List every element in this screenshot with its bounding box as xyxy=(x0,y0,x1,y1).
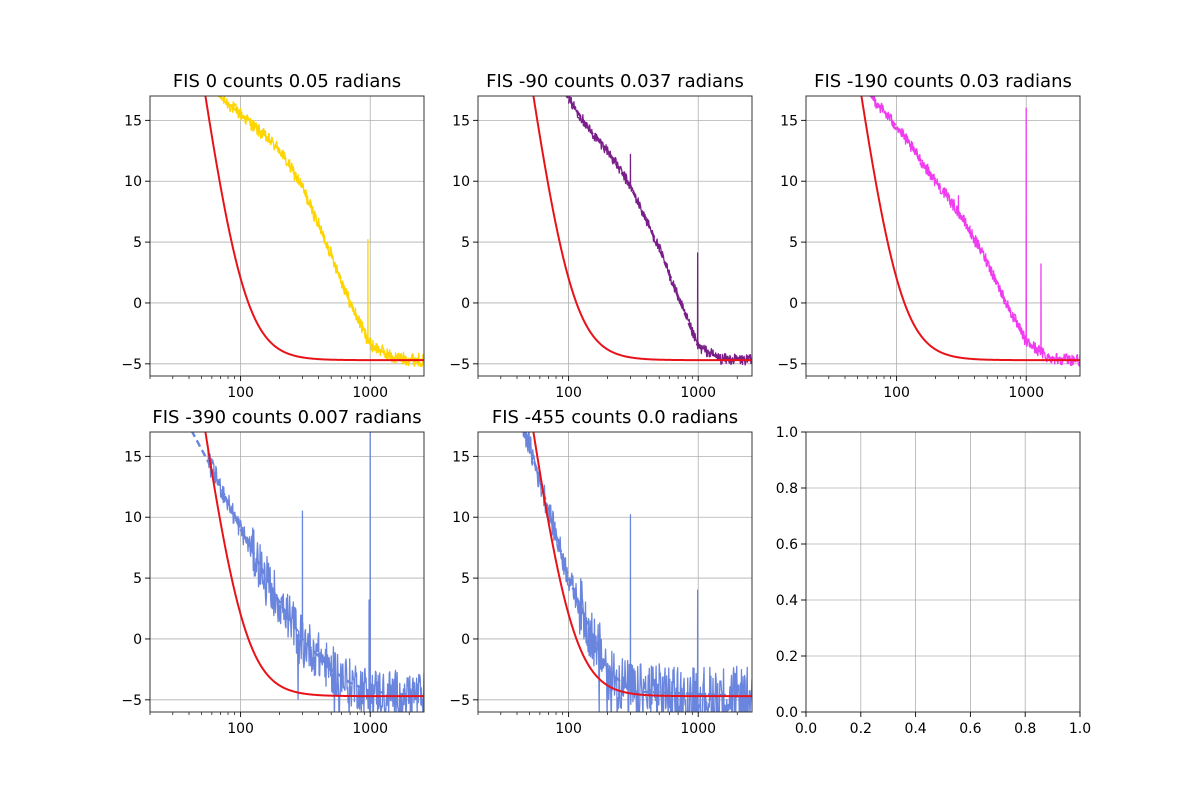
axes-frame xyxy=(149,95,425,377)
subplot-title: FIS -90 counts 0.037 radians xyxy=(486,71,744,92)
model-curve xyxy=(204,432,424,698)
model-curve xyxy=(860,96,1080,362)
y-tick-label: 10 xyxy=(780,174,798,190)
x-tick-label: 100 xyxy=(555,721,582,737)
axes-frame xyxy=(477,95,753,377)
y-tick-label: −5 xyxy=(777,357,798,373)
y-tick-label: 15 xyxy=(124,449,142,465)
y-tick-label: −5 xyxy=(449,357,470,373)
x-tick-label: 100 xyxy=(883,385,910,401)
y-tick-label: 10 xyxy=(452,174,470,190)
model-curve xyxy=(204,96,424,362)
fit-dashed-line xyxy=(190,432,424,698)
fit-dashed-line xyxy=(869,96,1080,362)
x-tick-label: 1000 xyxy=(680,385,716,401)
data-series-line xyxy=(871,96,1080,367)
y-tick-label: 0 xyxy=(461,632,470,648)
x-tick-label: 100 xyxy=(227,721,254,737)
y-tick-label: 10 xyxy=(452,510,470,526)
axes-frame xyxy=(805,95,1081,377)
x-tick-label: 0.6 xyxy=(959,721,981,737)
axes-frame xyxy=(477,431,753,713)
y-tick-label: 0 xyxy=(461,296,470,312)
x-tick-label: 100 xyxy=(227,385,254,401)
x-tick-label: 1000 xyxy=(352,721,388,737)
x-tick-label: 0.0 xyxy=(795,721,817,737)
y-tick-label: 0.0 xyxy=(776,705,798,721)
x-tick-label: 0.8 xyxy=(1014,721,1036,737)
y-tick-label: 10 xyxy=(124,174,142,190)
y-tick-label: 0 xyxy=(133,632,142,648)
x-tick-label: 0.2 xyxy=(850,721,872,737)
y-tick-label: 1.0 xyxy=(776,425,798,441)
y-tick-label: 0 xyxy=(789,296,798,312)
subplot-2: 100 1000 −5 0 5 10 15 FIS -90 counts 0.037 radi… xyxy=(449,71,753,401)
subplot-5: 100 1000 −5 0 5 10 15 FIS -455 counts 0.0 radia… xyxy=(449,407,753,737)
y-tick-label: −5 xyxy=(449,693,470,709)
y-tick-label: 0.8 xyxy=(776,481,798,497)
data-series-line xyxy=(220,96,424,368)
y-tick-label: 15 xyxy=(780,113,798,129)
y-tick-label: 0.6 xyxy=(776,537,798,553)
model-curve xyxy=(532,432,752,698)
subplot-6: 0.0 0.2 0.4 0.6 0.8 1.0 0.0 0.2 0.4 0.6 0.8 1.0 xyxy=(776,425,1091,737)
x-tick-label: 1000 xyxy=(680,721,716,737)
y-tick-label: 15 xyxy=(452,113,470,129)
y-tick-label: 10 xyxy=(124,510,142,526)
y-tick-label: 0.2 xyxy=(776,649,798,665)
subplot-title: FIS -190 counts 0.03 radians xyxy=(814,71,1072,92)
y-tick-label: 5 xyxy=(461,235,470,251)
y-tick-label: 15 xyxy=(452,449,470,465)
data-series-line xyxy=(207,432,424,712)
y-tick-label: 5 xyxy=(461,571,470,587)
fit-dashed-line xyxy=(524,432,752,698)
y-tick-label: 5 xyxy=(133,235,142,251)
x-tick-label: 100 xyxy=(555,385,582,401)
x-tick-label: 0.4 xyxy=(904,721,926,737)
subplot-3: 100 1000 −5 0 5 10 15 FIS -190 counts 0.03 radi… xyxy=(777,71,1081,401)
subplot-title: FIS -390 counts 0.007 radians xyxy=(152,407,421,428)
subplot-4: 100 1000 −5 0 5 10 15 FIS -390 counts 0.007 rad… xyxy=(121,407,425,737)
model-curve xyxy=(532,96,752,362)
y-tick-label: 5 xyxy=(789,235,798,251)
axes-frame xyxy=(149,431,425,713)
subplot-title: FIS -455 counts 0.0 radians xyxy=(492,407,738,428)
x-tick-label: 1.0 xyxy=(1069,721,1091,737)
y-tick-label: 5 xyxy=(133,571,142,587)
data-series-line xyxy=(567,96,752,366)
x-tick-label: 1000 xyxy=(1008,385,1044,401)
axes-frame xyxy=(805,431,1081,713)
y-tick-label: −5 xyxy=(121,357,142,373)
y-tick-label: 0 xyxy=(133,296,142,312)
y-tick-label: −5 xyxy=(121,693,142,709)
y-tick-label: 0.4 xyxy=(776,593,798,609)
x-tick-label: 1000 xyxy=(352,385,388,401)
subplot-1: 100 1000 −5 0 5 10 15 FIS 0 counts 0.05 radians xyxy=(121,71,425,401)
fit-dashed-line xyxy=(565,96,752,362)
subplot-title: FIS 0 counts 0.05 radians xyxy=(173,71,401,92)
y-tick-label: 15 xyxy=(124,113,142,129)
